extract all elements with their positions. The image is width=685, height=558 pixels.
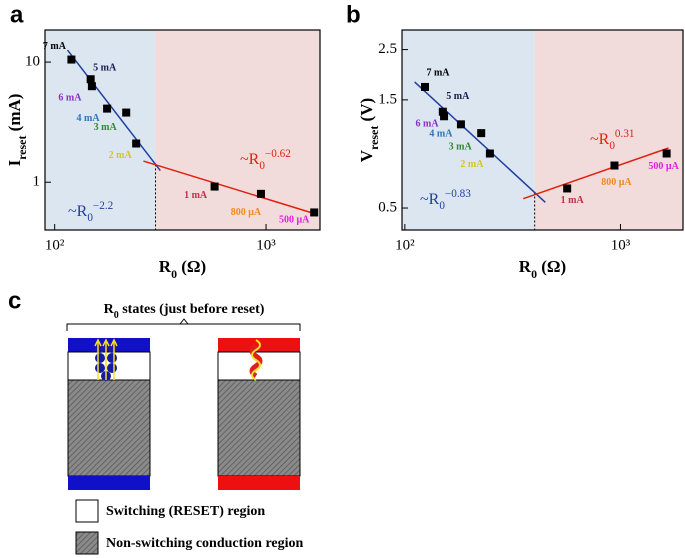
current-arrows	[94, 338, 118, 380]
point-label: 7 mA	[43, 41, 67, 52]
annotation: ~R0−0.62	[240, 148, 291, 172]
point-label: 4 mA	[77, 113, 101, 124]
data-point	[122, 108, 131, 117]
point-label: 3 mA	[449, 141, 473, 152]
data-point	[662, 149, 671, 158]
bracket	[66, 323, 301, 331]
fit-line	[522, 147, 669, 200]
plot-frame	[401, 29, 684, 231]
x-tick-label: 10³	[256, 237, 276, 253]
y-tick-label: 10	[25, 54, 40, 70]
x-axis-label: R0 (Ω)	[519, 257, 566, 281]
current-path	[251, 339, 261, 381]
y-tick-label: 1	[33, 174, 41, 190]
fit-line	[66, 49, 161, 172]
point-label: 6 mA	[416, 119, 440, 130]
data-point	[210, 182, 219, 191]
electrode	[68, 476, 150, 490]
y-tick-label: 1.5	[378, 91, 397, 107]
annotation: ~R0−2.2	[68, 200, 113, 224]
legend-label: Switching (RESET) region	[106, 504, 265, 519]
point-label: 1 mA	[561, 195, 585, 206]
data-point	[420, 82, 429, 91]
data-point	[485, 149, 494, 158]
data-point	[456, 120, 465, 129]
point-label: 1 mA	[184, 190, 208, 201]
x-axis-label: R0 (Ω)	[159, 257, 206, 281]
data-point	[132, 139, 141, 148]
conduction-region	[217, 379, 301, 477]
x-tick-label: 10²	[395, 237, 415, 253]
diagram: R0 states (just before reset) Switching …	[66, 302, 304, 555]
point-label: 4 mA	[429, 129, 453, 140]
data-point	[440, 112, 449, 121]
point-label: 7 mA	[426, 67, 450, 78]
x-tick-label: 10³	[611, 237, 631, 253]
point-label: 800 μA	[231, 207, 262, 218]
region	[155, 30, 320, 230]
data-point	[477, 129, 486, 138]
y-axis-label: Ireset (mA)	[5, 94, 29, 167]
data-point	[310, 208, 319, 217]
point-label: 5 mA	[446, 91, 470, 102]
panel-label: c	[8, 287, 21, 314]
plot-frame	[44, 29, 321, 231]
y-tick-label: 2.5	[378, 41, 397, 57]
data-point	[87, 82, 96, 91]
y-tick-label: 0.5	[378, 199, 397, 215]
electrode	[218, 476, 300, 490]
annotation: ~R0−0.83	[420, 188, 471, 212]
point-label: 2 mA	[109, 150, 133, 161]
data-point	[563, 184, 572, 193]
x-tick-label: 10²	[45, 237, 65, 253]
data-point	[86, 75, 95, 84]
panel-label: b	[346, 1, 361, 28]
legend-swatch	[75, 499, 99, 523]
data-point	[610, 161, 619, 170]
y-axis-label: Vreset (V)	[357, 98, 381, 162]
data-point	[67, 55, 76, 64]
point-label: 800 μA	[601, 177, 632, 188]
panel-label: a	[10, 1, 24, 28]
bracket-tip	[179, 318, 189, 325]
legend-label: Non-switching conduction region	[106, 536, 304, 551]
point-label: 2 mA	[460, 159, 484, 170]
region	[402, 30, 535, 230]
filament	[249, 343, 263, 379]
fit-line	[143, 160, 314, 215]
data-point	[438, 107, 447, 116]
point-label: 500 μA	[648, 161, 679, 172]
legend-swatch	[75, 531, 99, 555]
data-point	[103, 104, 112, 113]
region	[534, 30, 683, 230]
point-label: 500 μA	[279, 215, 310, 226]
point-label: 5 mA	[93, 63, 117, 74]
region	[45, 30, 156, 230]
fit-line	[414, 81, 546, 203]
annotation: ~R00.31	[590, 128, 635, 152]
conduction-region	[67, 379, 151, 477]
diagram-title: R0 states (just before reset)	[104, 302, 265, 321]
point-label: 3 mA	[94, 122, 118, 133]
data-point	[256, 189, 265, 198]
point-label: 6 mA	[58, 92, 82, 103]
